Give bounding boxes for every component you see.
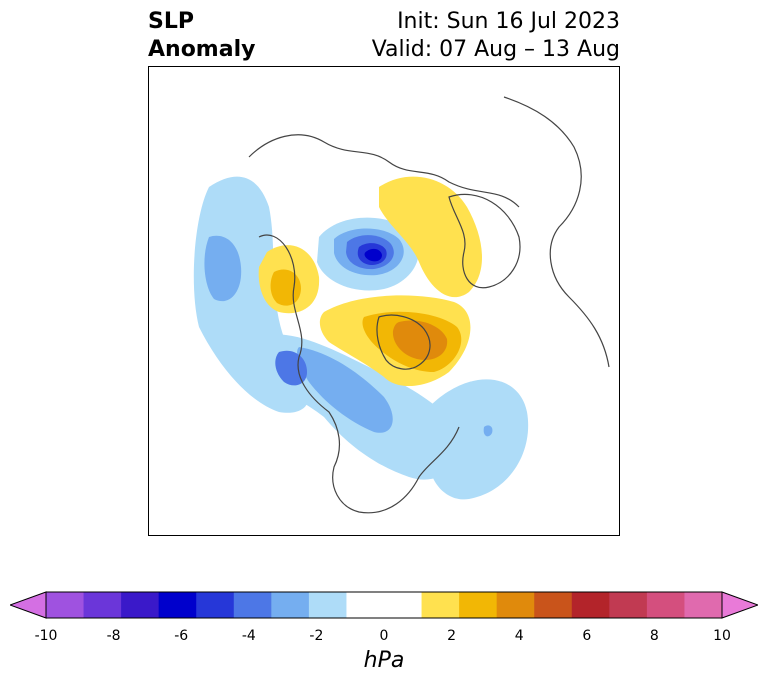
colorbar-tick-label: 2 xyxy=(447,628,457,644)
colorbar-segment xyxy=(158,592,197,618)
anomaly-map xyxy=(193,96,610,514)
colorbar-segment xyxy=(233,592,272,618)
colorbar-tick-label: -8 xyxy=(106,628,121,644)
colorbar-segment xyxy=(384,592,423,618)
negative-anomaly-arctic-center xyxy=(364,248,382,262)
negative-anomaly-alaska-inner xyxy=(204,235,242,302)
colorbar-units: hPa xyxy=(363,648,405,673)
colorbar-segment xyxy=(271,592,310,618)
colorbar-over-arrow xyxy=(721,591,758,619)
negative-anomaly-atlantic xyxy=(428,379,529,500)
colorbar-segment xyxy=(459,592,498,618)
colorbar-segment xyxy=(496,592,535,618)
colorbar-outline xyxy=(45,591,723,619)
chart-title: SLP Anomaly xyxy=(148,8,255,64)
colorbar-tick-label: -2 xyxy=(309,628,324,644)
coastlines xyxy=(248,96,610,514)
colorbar-segment xyxy=(121,592,160,618)
init-date: Init: Sun 16 Jul 2023 xyxy=(397,9,620,34)
colorbar-tick-label: -4 xyxy=(241,628,256,644)
negative-anomaly-atlantic-core xyxy=(483,425,493,437)
colorbar-segment xyxy=(196,592,235,618)
negative-anomaly-canada-inner xyxy=(297,347,393,433)
positive-anomaly-siberia xyxy=(379,176,482,298)
colorbar-tick-label: 8 xyxy=(649,628,659,644)
colorbar-tick-label: 0 xyxy=(379,628,389,644)
colorbar-under-arrow xyxy=(10,591,47,619)
colorbar xyxy=(10,591,758,619)
colorbar-segment xyxy=(609,592,648,618)
colorbar-segment xyxy=(421,592,460,618)
title-variable: SLP xyxy=(148,9,194,34)
title-type: Anomaly xyxy=(148,37,256,62)
colorbar-tick-label: -10 xyxy=(34,628,58,644)
colorbar-segment xyxy=(346,592,385,618)
colorbar-tick-label: 4 xyxy=(514,628,524,644)
colorbar-segment xyxy=(646,592,685,618)
chart-dates: Init: Sun 16 Jul 2023 Valid: 07 Aug – 13… xyxy=(372,8,620,64)
colorbar-segment xyxy=(308,592,347,618)
colorbar-tick-label: 10 xyxy=(713,628,731,644)
colorbar-segment xyxy=(571,592,610,618)
colorbar-tick-label: 6 xyxy=(582,628,592,644)
colorbar-segment xyxy=(46,592,85,618)
colorbar-segment xyxy=(83,592,122,618)
positive-anomaly-greenland-core xyxy=(392,320,448,360)
colorbar-tick-label: -6 xyxy=(174,628,189,644)
valid-range: Valid: 07 Aug – 13 Aug xyxy=(371,37,620,62)
colorbar-segment xyxy=(684,592,723,618)
colorbar-segment xyxy=(534,592,573,618)
map-panel xyxy=(148,66,620,536)
